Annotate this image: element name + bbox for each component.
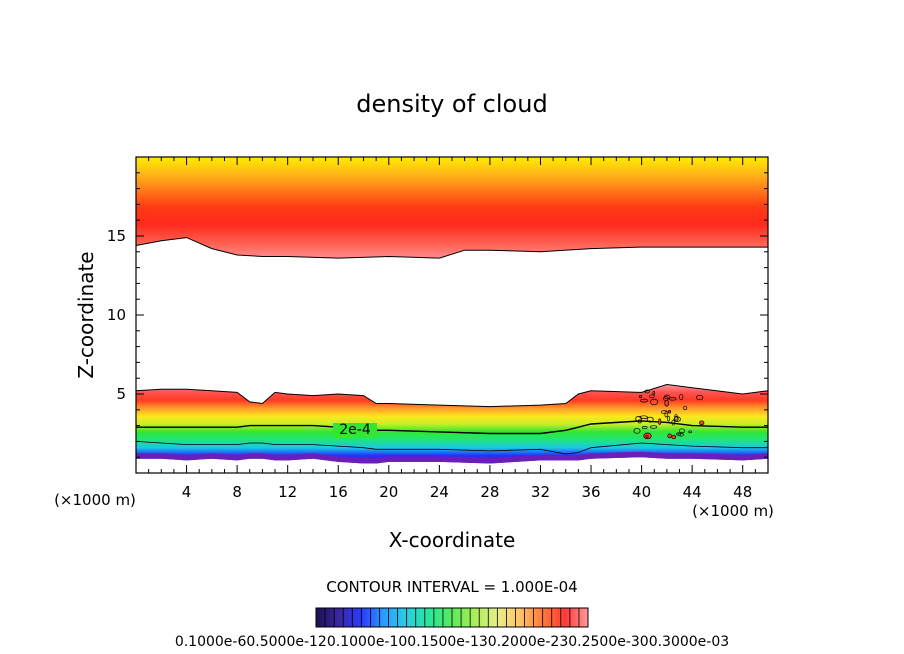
cell-contour xyxy=(650,398,659,406)
x-tick-label: 12 xyxy=(278,483,297,501)
cell-contour xyxy=(679,393,684,401)
x-tick-label: 16 xyxy=(329,483,348,501)
x-tick-label: 44 xyxy=(683,483,702,501)
contour-interval-text: CONTOUR INTERVAL = 1.000E-04 xyxy=(326,578,577,596)
cloud-base-band xyxy=(136,451,768,464)
colorbar-labels: 0.1000e-60.5000e-120.1000e-100.1500e-130… xyxy=(175,634,729,650)
cell-contour xyxy=(678,432,684,437)
cell-contour xyxy=(639,398,649,403)
cell-contour xyxy=(664,411,668,418)
cell-contour xyxy=(667,433,672,439)
cell-contour xyxy=(650,425,658,429)
x-unit-label-right: (×1000 m) xyxy=(692,502,774,520)
cell-contour xyxy=(637,419,642,424)
lower-layer-top-contour xyxy=(136,383,768,408)
cell-contour xyxy=(699,420,705,426)
x-tick-label: 28 xyxy=(480,483,499,501)
contour-label-bg xyxy=(333,423,377,437)
cell-contour xyxy=(688,430,693,434)
cell-contour xyxy=(652,390,656,395)
cell-contour xyxy=(696,394,704,401)
x-tick-label: 24 xyxy=(430,483,449,501)
cell-contour xyxy=(661,410,668,415)
chart-title: density of cloud xyxy=(356,90,547,118)
cell-contour xyxy=(671,419,676,426)
colorbar-segment-lines xyxy=(324,608,580,627)
x-unit-label-left: (×1000 m) xyxy=(54,491,136,509)
cloud-density-field: 2e-4 xyxy=(136,157,768,464)
cell-contour xyxy=(646,416,654,423)
cell-contour xyxy=(639,415,648,419)
cell-contour xyxy=(682,405,688,410)
cell-contour xyxy=(649,394,655,399)
lower-cloud-layer xyxy=(136,384,768,464)
cell-contour xyxy=(641,426,648,430)
upper-cloud-layer xyxy=(136,157,768,259)
contour-label: 2e-4 xyxy=(339,422,371,438)
cell-contour xyxy=(671,435,677,440)
cell-contour xyxy=(668,397,677,401)
x-axis-ticks: 4 8 12 16 20 24 28 32 36 40 44 48 xyxy=(148,157,756,501)
cell-contour xyxy=(667,409,672,414)
upper-layer-contour xyxy=(136,237,768,259)
x-axis-label: X-coordinate xyxy=(389,528,516,552)
cell-contour xyxy=(645,435,649,438)
cell-contour xyxy=(664,399,670,407)
cell-contour xyxy=(658,418,662,425)
cell-contour xyxy=(633,428,641,434)
cell-contour xyxy=(674,413,678,421)
x-tick-label: 32 xyxy=(531,483,550,501)
y-axis-ticks: 5 10 15 xyxy=(107,172,768,458)
x-tick-label: 36 xyxy=(581,483,600,501)
contour-line-low xyxy=(136,441,768,455)
convective-cell-contours xyxy=(633,389,705,440)
y-tick-label: 5 xyxy=(116,385,126,403)
cell-contour xyxy=(635,416,642,422)
cell-contour xyxy=(639,395,643,398)
x-tick-label: 48 xyxy=(733,483,752,501)
x-tick-label: 40 xyxy=(632,483,651,501)
cell-contour xyxy=(676,432,682,436)
x-tick-label: 4 xyxy=(182,483,192,501)
cell-contour xyxy=(678,428,686,434)
y-axis-label: Z-coordinate xyxy=(74,251,98,378)
cell-contour xyxy=(667,415,670,422)
y-tick-label: 15 xyxy=(107,227,126,245)
x-tick-label: 8 xyxy=(232,483,242,501)
x-tick-label: 20 xyxy=(379,483,398,501)
cell-contour xyxy=(663,394,671,400)
cell-contour xyxy=(644,389,650,394)
y-tick-label: 10 xyxy=(107,306,126,324)
